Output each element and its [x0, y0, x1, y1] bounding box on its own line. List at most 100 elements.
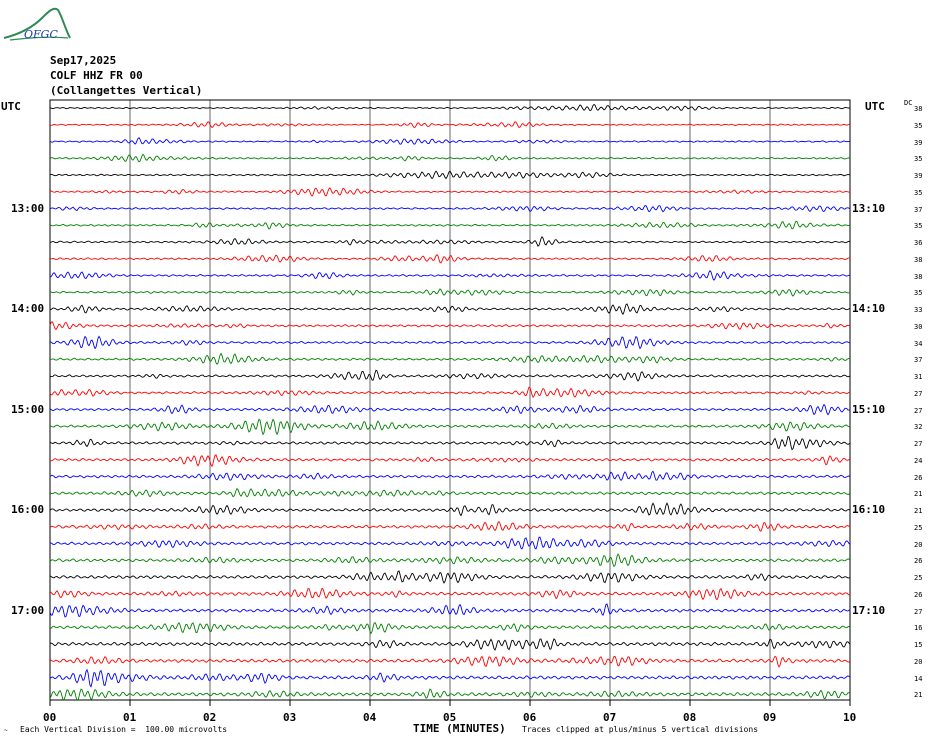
x-tick-label: 03	[283, 711, 297, 724]
logo-mountain-icon	[3, 7, 71, 39]
dc-offset-value: 27	[914, 607, 923, 616]
header-date: Sep17,2025	[50, 54, 117, 67]
dc-label: DC	[904, 99, 913, 107]
dc-offset-value: 39	[914, 172, 923, 180]
trace-line	[49, 303, 851, 316]
left-utc-label: UTC	[1, 100, 21, 113]
trace-line	[49, 655, 851, 668]
left-time-tick: 16:00	[11, 503, 45, 516]
dc-offset-value: 30	[914, 322, 923, 331]
trace-line	[49, 369, 851, 382]
trace-line	[49, 454, 851, 468]
dc-offset-value: 25	[914, 523, 923, 532]
dc-offset-value: 35	[914, 289, 923, 298]
dc-offset-value: 36	[914, 239, 923, 247]
trace-line	[49, 603, 851, 618]
footer-scale-note: Each Vertical Division = 100.00 microvol…	[20, 725, 228, 734]
dc-offset-value: 14	[914, 674, 923, 683]
trace-line	[49, 352, 851, 365]
dc-offset-value: 34	[914, 339, 923, 348]
trace-line	[49, 487, 851, 498]
dc-offset-value: 15	[914, 641, 923, 649]
x-tick-label: 09	[763, 711, 777, 724]
dc-offset-value: 21	[914, 691, 923, 700]
dc-offset-value: 26	[914, 590, 923, 599]
dc-offset-value: 31	[914, 373, 923, 381]
dc-offset-value: 21	[914, 507, 923, 515]
dc-offset-value: 38	[914, 272, 923, 281]
trace-line	[49, 153, 851, 163]
trace-line	[49, 121, 851, 129]
trace-line	[49, 288, 851, 297]
dc-offset-value: 26	[914, 557, 923, 566]
dc-offset-value: 27	[914, 440, 923, 448]
trace-line	[49, 270, 851, 281]
trace-line	[49, 668, 851, 688]
trace-line	[49, 470, 851, 482]
trace-line	[49, 418, 851, 436]
right-time-tick: 13:10	[852, 201, 886, 215]
dc-offset-value: 35	[914, 121, 923, 130]
trace-line	[49, 587, 851, 601]
x-tick-label: 00	[43, 711, 57, 724]
ofgc-logo: OFGC	[3, 7, 71, 41]
trace-line	[49, 205, 851, 213]
dc-offset-value: 35	[914, 188, 923, 197]
trace-line	[49, 220, 851, 230]
header-station: COLF HHZ FR 00	[50, 69, 143, 82]
left-time-tick: 13:00	[11, 201, 45, 215]
dc-offset-value: 27	[914, 389, 923, 398]
trace-line	[49, 520, 851, 532]
trace-line	[49, 688, 851, 701]
x-tick-label: 04	[363, 711, 377, 724]
x-tick-label: 10	[843, 711, 857, 724]
dc-offset-value: 37	[914, 356, 923, 365]
dc-offset-value: 20	[914, 540, 923, 549]
x-tick-label: 06	[523, 711, 537, 724]
trace-line	[49, 103, 851, 112]
dc-offset-value: 38	[914, 105, 923, 113]
dc-offset-value: 25	[914, 574, 923, 582]
dc-offset-value: 35	[914, 222, 923, 231]
header-location: (Collangettes Vertical)	[50, 84, 203, 97]
trace-line	[49, 386, 851, 398]
logo-text: OFGC	[24, 28, 58, 41]
dc-offset-value: 33	[914, 306, 923, 314]
right-time-tick: 16:10	[852, 503, 886, 516]
left-time-tick: 15:00	[11, 402, 45, 416]
right-time-tick: 15:10	[852, 402, 886, 416]
x-axis-title: TIME (MINUTES)	[413, 722, 506, 735]
x-tick-label: 05	[443, 711, 457, 724]
dc-offset-value: 37	[914, 205, 923, 214]
dc-offset-value: 20	[914, 657, 923, 666]
dc-offset-value: 16	[914, 624, 923, 633]
trace-line	[49, 335, 850, 350]
right-utc-label: UTC	[865, 100, 885, 113]
trace-line	[49, 320, 851, 331]
trace-line	[49, 236, 851, 247]
trace-line	[49, 403, 851, 416]
left-time-tick: 17:00	[11, 603, 45, 617]
trace-line	[49, 536, 851, 550]
left-time-tick: 14:00	[11, 302, 45, 315]
dc-offset-value: 35	[914, 155, 923, 164]
trace-line	[49, 170, 851, 180]
trace-line	[49, 553, 851, 568]
trace-line	[49, 137, 851, 145]
footer-clip-note: Traces clipped at plus/minus 5 vertical …	[522, 725, 759, 734]
trace-line	[49, 638, 851, 651]
trace-line	[49, 621, 851, 635]
dc-offset-value: 26	[914, 473, 923, 482]
trace-line	[49, 187, 851, 197]
right-time-tick: 17:10	[852, 603, 886, 617]
dc-offset-value: 21	[914, 490, 923, 499]
x-tick-label: 01	[123, 711, 137, 724]
trace-line	[49, 253, 851, 264]
dc-offset-value: 39	[914, 138, 923, 147]
trace-line	[49, 502, 851, 517]
x-tick-label: 07	[603, 711, 617, 724]
x-tick-label: 02	[203, 711, 217, 724]
trace-line	[49, 436, 851, 451]
x-tick-label: 08	[683, 711, 697, 724]
